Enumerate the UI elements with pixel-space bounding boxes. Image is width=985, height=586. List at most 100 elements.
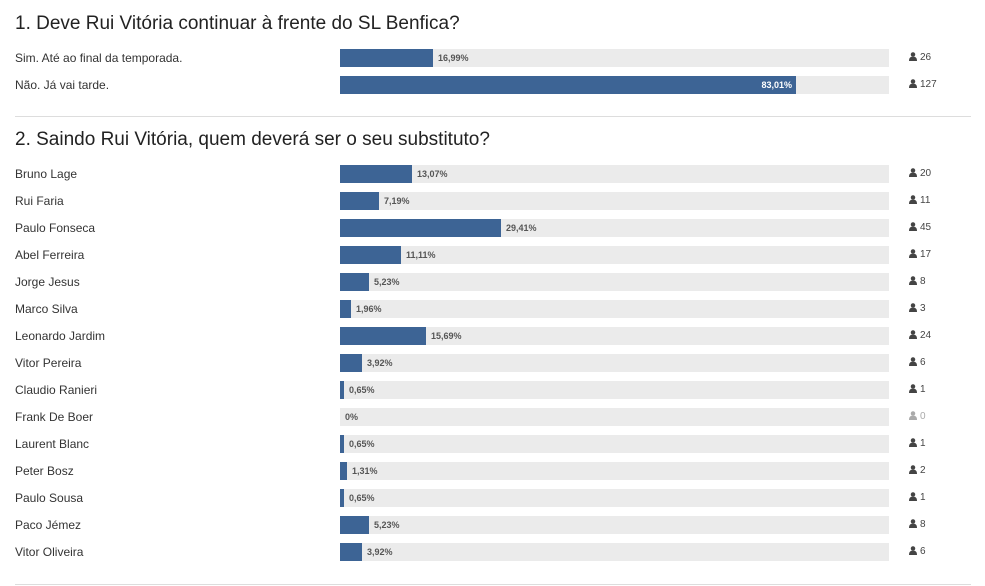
result-bar-track: 13,07% (340, 165, 889, 183)
user-icon (909, 195, 917, 204)
percent-label: 83,01% (761, 80, 792, 90)
vote-count: 8 (909, 517, 926, 533)
vote-count-value: 45 (920, 222, 932, 233)
percent-label: 0,65% (349, 439, 375, 449)
result-bar-track: 0,65% (340, 381, 889, 399)
percent-label: 1,31% (352, 466, 378, 476)
user-icon (909, 52, 917, 61)
user-icon (909, 357, 917, 366)
option-label: Jorge Jesus (15, 275, 80, 289)
poll-option-row: Claudio Ranieri 0,65% 1 (0, 381, 985, 399)
option-label: Marco Silva (15, 302, 78, 316)
percent-label: 13,07% (417, 169, 448, 179)
option-label: Claudio Ranieri (15, 383, 98, 397)
percent-label: 0,65% (349, 493, 375, 503)
result-bar-track: 7,19% (340, 192, 889, 210)
user-icon (909, 519, 917, 528)
vote-count: 3 (909, 301, 926, 317)
poll-option-row: Sim. Até ao final da temporada. 16,99% 26 (0, 49, 985, 67)
user-icon (909, 79, 917, 88)
vote-count: 0 (909, 409, 926, 425)
poll-option-row: Peter Bosz 1,31% 2 (0, 462, 985, 480)
result-bar-fill (340, 435, 344, 453)
result-bar-fill (340, 543, 362, 561)
percent-label: 0,65% (349, 385, 375, 395)
result-bar-fill (340, 76, 796, 94)
user-icon (909, 276, 917, 285)
vote-count-value: 20 (920, 168, 932, 179)
result-bar-track: 5,23% (340, 273, 889, 291)
vote-count: 17 (909, 247, 931, 263)
vote-count: 45 (909, 220, 931, 236)
result-bar-fill (340, 327, 426, 345)
result-bar-fill (340, 165, 412, 183)
option-label: Abel Ferreira (15, 248, 85, 262)
vote-count-value: 8 (920, 276, 926, 287)
percent-label: 15,69% (431, 331, 462, 341)
option-label: Peter Bosz (15, 464, 74, 478)
poll-option-row: Vitor Oliveira 3,92% 6 (0, 543, 985, 561)
result-bar-fill (340, 489, 344, 507)
option-label: Não. Já vai tarde. (15, 78, 110, 92)
result-bar-track: 3,92% (340, 354, 889, 372)
vote-count-value: 6 (920, 357, 926, 368)
result-bar-fill (340, 273, 369, 291)
percent-label: 3,92% (367, 358, 393, 368)
vote-count: 127 (909, 77, 937, 93)
percent-label: 29,41% (506, 223, 537, 233)
result-bar-fill (340, 192, 379, 210)
poll-option-row: Jorge Jesus 5,23% 8 (0, 273, 985, 291)
vote-count-value: 17 (920, 249, 932, 260)
user-icon (909, 438, 917, 447)
option-label: Sim. Até ao final da temporada. (15, 51, 183, 65)
result-bar-track: 0% (340, 408, 889, 426)
user-icon (909, 384, 917, 393)
vote-count: 8 (909, 274, 926, 290)
option-label: Vitor Pereira (15, 356, 82, 370)
result-bar-track: 11,11% (340, 246, 889, 264)
percent-label: 5,23% (374, 520, 400, 530)
vote-count: 1 (909, 382, 926, 398)
vote-count: 20 (909, 166, 931, 182)
result-bar-track: 5,23% (340, 516, 889, 534)
vote-count-value: 6 (920, 546, 926, 557)
vote-count: 6 (909, 355, 926, 371)
option-label: Paulo Sousa (15, 491, 84, 505)
vote-count-value: 1 (920, 492, 926, 503)
poll-divider (15, 584, 971, 585)
user-icon (909, 546, 917, 555)
vote-count-value: 1 (920, 384, 926, 395)
result-bar-track: 0,65% (340, 435, 889, 453)
user-icon (909, 303, 917, 312)
result-bar-track: 1,96% (340, 300, 889, 318)
poll-option-row: Paco Jémez 5,23% 8 (0, 516, 985, 534)
poll-option-row: Não. Já vai tarde. 83,01% 127 (0, 76, 985, 94)
user-icon (909, 465, 917, 474)
vote-count-value: 2 (920, 465, 926, 476)
percent-label: 7,19% (384, 196, 410, 206)
poll-question: 1. Deve Rui Vitória continuar à frente d… (15, 13, 460, 34)
option-label: Laurent Blanc (15, 437, 90, 451)
vote-count-value: 8 (920, 519, 926, 530)
option-label: Bruno Lage (15, 167, 78, 181)
result-bar-fill (340, 246, 401, 264)
vote-count-value: 24 (920, 330, 932, 341)
vote-count-value: 26 (920, 52, 932, 63)
result-bar-fill (340, 49, 433, 67)
user-icon (909, 411, 917, 420)
poll-option-row: Marco Silva 1,96% 3 (0, 300, 985, 318)
percent-label: 1,96% (356, 304, 382, 314)
result-bar-fill (340, 354, 362, 372)
vote-count: 1 (909, 490, 926, 506)
result-bar-track: 83,01% (340, 76, 889, 94)
vote-count: 1 (909, 436, 926, 452)
poll-option-row: Paulo Fonseca 29,41% 45 (0, 219, 985, 237)
vote-count: 24 (909, 328, 931, 344)
percent-label: 3,92% (367, 547, 393, 557)
option-label: Vitor Oliveira (15, 545, 84, 559)
result-bar-fill (340, 462, 347, 480)
result-bar-fill (340, 516, 369, 534)
percent-label: 11,11% (406, 250, 436, 260)
result-bar-track: 3,92% (340, 543, 889, 561)
user-icon (909, 249, 917, 258)
